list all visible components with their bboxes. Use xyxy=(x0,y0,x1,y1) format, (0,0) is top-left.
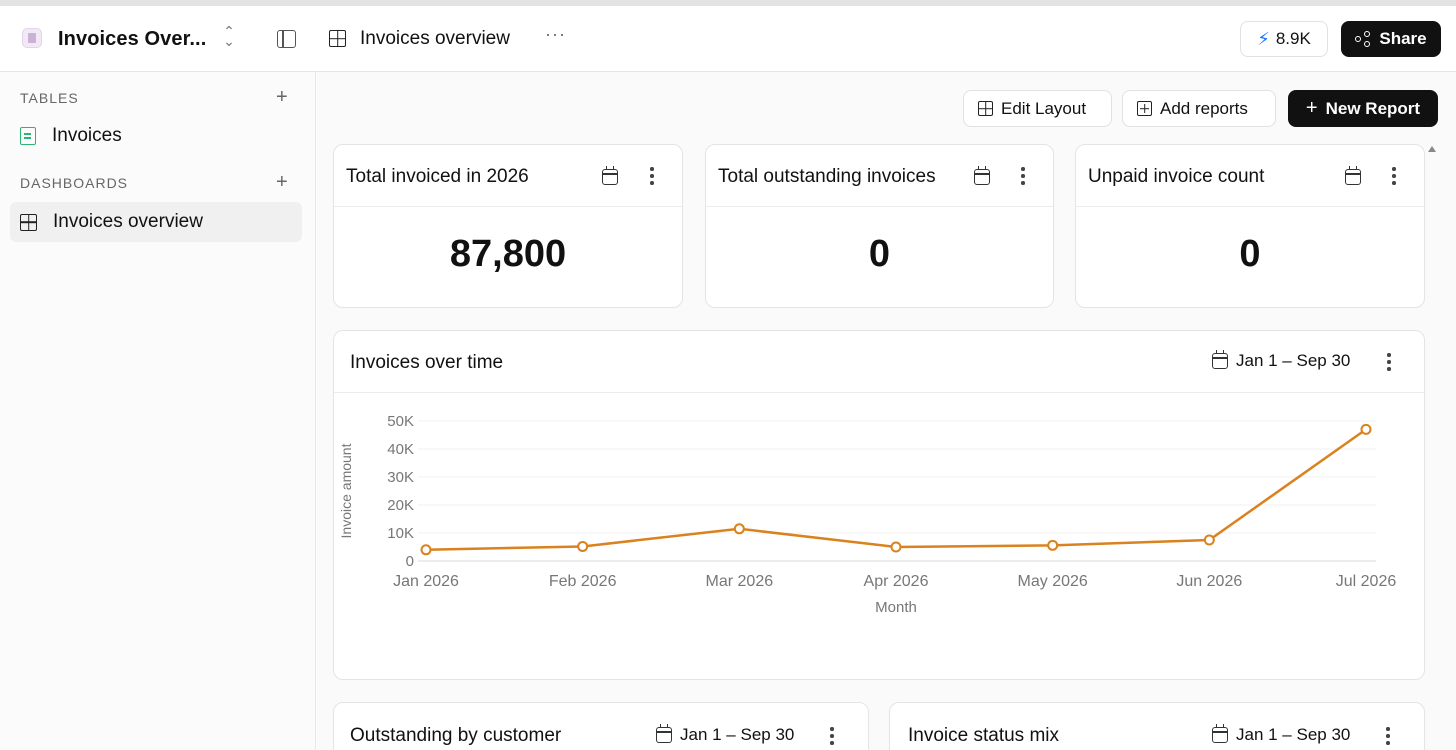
top-bar: Invoices Over... ⌃ ⌄ Invoices overview ··… xyxy=(0,6,1456,72)
data-point xyxy=(577,540,589,552)
card-header: Unpaid invoice count xyxy=(1076,145,1424,207)
edit-layout-label: Edit Layout xyxy=(1001,98,1087,118)
kebab-menu-icon[interactable] xyxy=(650,167,654,188)
date-range-button[interactable]: Jan 1 – Sep 30 xyxy=(656,724,795,745)
date-range-label: Jan 1 – Sep 30 xyxy=(1236,351,1351,370)
sidebar-item-invoices-overview[interactable]: Invoices overview xyxy=(10,202,302,242)
kpi-title: Total outstanding invoices xyxy=(718,166,936,187)
outstanding-by-customer-card: Outstanding by customer Jan 1 – Sep 30 xyxy=(333,702,869,750)
x-axis-label: Month xyxy=(875,599,917,616)
tables-heading: TABLES xyxy=(20,90,79,106)
x-tick-label: Mar 2026 xyxy=(706,573,774,590)
calendar-icon[interactable] xyxy=(1345,166,1361,185)
new-report-button[interactable]: + New Report xyxy=(1288,90,1438,127)
y-tick-label: 30K xyxy=(387,469,414,486)
more-options-icon[interactable]: ··· xyxy=(545,24,566,44)
kpi-title: Total invoiced in 2026 xyxy=(346,166,529,187)
share-label: Share xyxy=(1379,29,1427,48)
share-icon xyxy=(1355,31,1371,47)
grid-icon xyxy=(20,213,37,231)
calendar-icon xyxy=(656,724,672,743)
kpi-card-total-invoiced: Total invoiced in 2026 87,800 xyxy=(333,144,683,308)
sidebar-item-label: Invoices xyxy=(52,125,122,146)
dashboard-grid-icon xyxy=(329,30,346,47)
kpi-value: 87,800 xyxy=(449,233,567,275)
toggle-sidebar-icon[interactable] xyxy=(277,30,296,48)
series-line xyxy=(425,428,1367,552)
line-chart: 0 10K 20K 30K 40K 50K Jan 2026 Feb 2026 Mar 2026… xyxy=(338,413,1397,616)
x-tick-label: Jan 2026 xyxy=(393,573,459,590)
card-title: Invoice status mix xyxy=(908,725,1059,746)
kebab-menu-icon[interactable] xyxy=(1386,727,1390,748)
sidebar-item-label: Invoices overview xyxy=(53,211,203,232)
calendar-icon xyxy=(1212,350,1228,369)
card-header: Invoices over time Jan 1 – Sep 30 xyxy=(334,331,1424,393)
window-top-edge xyxy=(0,0,1456,6)
x-tick-label: Feb 2026 xyxy=(549,573,617,590)
date-range-label: Jan 1 – Sep 30 xyxy=(680,725,795,744)
switch-chevron-icon[interactable]: ⌃ ⌄ xyxy=(223,23,235,49)
date-range-button[interactable]: Jan 1 – Sep 30 xyxy=(1212,724,1351,745)
kpi-value: 0 xyxy=(868,233,891,275)
edit-layout-button[interactable]: Edit Layout xyxy=(963,90,1112,127)
add-reports-button[interactable]: Add reports xyxy=(1122,90,1276,127)
new-report-label: New Report xyxy=(1325,98,1421,118)
card-title: Outstanding by customer xyxy=(350,725,562,746)
dashboard-main: Edit Layout Add reports + New Report Tot… xyxy=(317,72,1456,750)
document-icon xyxy=(20,127,36,145)
kebab-menu-icon[interactable] xyxy=(1387,353,1391,374)
x-tick-label: Apr 2026 xyxy=(864,573,929,590)
data-point xyxy=(420,544,432,556)
y-tick-label: 40K xyxy=(387,441,414,458)
date-range-label: Jan 1 – Sep 30 xyxy=(1236,725,1351,744)
x-tick-label: Jun 2026 xyxy=(1176,573,1242,590)
y-tick-label: 10K xyxy=(387,525,414,542)
x-tick-label: May 2026 xyxy=(1018,573,1088,590)
data-point xyxy=(1360,423,1372,435)
layout-grid-icon xyxy=(978,101,993,116)
credits-value: 8.9K xyxy=(1275,29,1311,48)
dashboards-heading: DASHBOARDS xyxy=(20,175,129,191)
kpi-card-unpaid-count: Unpaid invoice count 0 xyxy=(1075,144,1425,308)
chart-title: Invoices over time xyxy=(350,352,504,373)
data-point xyxy=(1047,539,1059,551)
sidebar-item-invoices[interactable]: Invoices xyxy=(10,116,302,156)
kebab-menu-icon[interactable] xyxy=(1021,167,1025,188)
kebab-menu-icon[interactable] xyxy=(830,727,834,748)
app-title[interactable]: Invoices Over... xyxy=(58,28,207,50)
y-axis-label: Invoice amount xyxy=(338,443,354,538)
kpi-value: 0 xyxy=(1239,233,1261,275)
add-table-icon[interactable]: + xyxy=(276,86,288,108)
y-tick-label: 20K xyxy=(387,497,414,514)
add-dashboard-icon[interactable]: + xyxy=(276,171,288,193)
lightning-icon: ⚡ xyxy=(1257,28,1270,49)
date-range-button[interactable]: Jan 1 – Sep 30 xyxy=(1212,350,1351,371)
x-tick-label: Jul 2026 xyxy=(1336,573,1397,590)
data-point xyxy=(1203,534,1215,546)
credits-button[interactable]: ⚡ 8.9K xyxy=(1240,21,1328,57)
calendar-icon[interactable] xyxy=(602,166,618,185)
kpi-title: Unpaid invoice count xyxy=(1088,166,1265,187)
y-tick-label: 0 xyxy=(406,553,414,570)
kpi-card-outstanding: Total outstanding invoices 0 xyxy=(705,144,1054,308)
share-button[interactable]: Share xyxy=(1341,21,1441,57)
data-point xyxy=(733,523,745,535)
scroll-up-arrow-icon[interactable] xyxy=(1428,146,1436,152)
sidebar: TABLES + Invoices DASHBOARDS + Invoices … xyxy=(0,72,316,750)
add-box-icon xyxy=(1137,101,1152,116)
y-tick-label: 50K xyxy=(387,413,414,430)
card-header: Total invoiced in 2026 xyxy=(334,145,682,207)
data-point xyxy=(890,541,902,553)
calendar-icon[interactable] xyxy=(974,166,990,185)
breadcrumb-title[interactable]: Invoices overview xyxy=(360,28,510,49)
kebab-menu-icon[interactable] xyxy=(1392,167,1396,188)
calendar-icon xyxy=(1212,724,1228,743)
add-reports-label: Add reports xyxy=(1160,98,1248,118)
app-icon[interactable] xyxy=(22,28,42,48)
plus-icon: + xyxy=(1305,97,1318,119)
card-header: Total outstanding invoices xyxy=(706,145,1053,207)
invoice-status-mix-card: Invoice status mix Jan 1 – Sep 30 xyxy=(889,702,1425,750)
invoices-over-time-card: Invoices over time Jan 1 – Sep 30 0 10K 20… xyxy=(333,330,1425,680)
